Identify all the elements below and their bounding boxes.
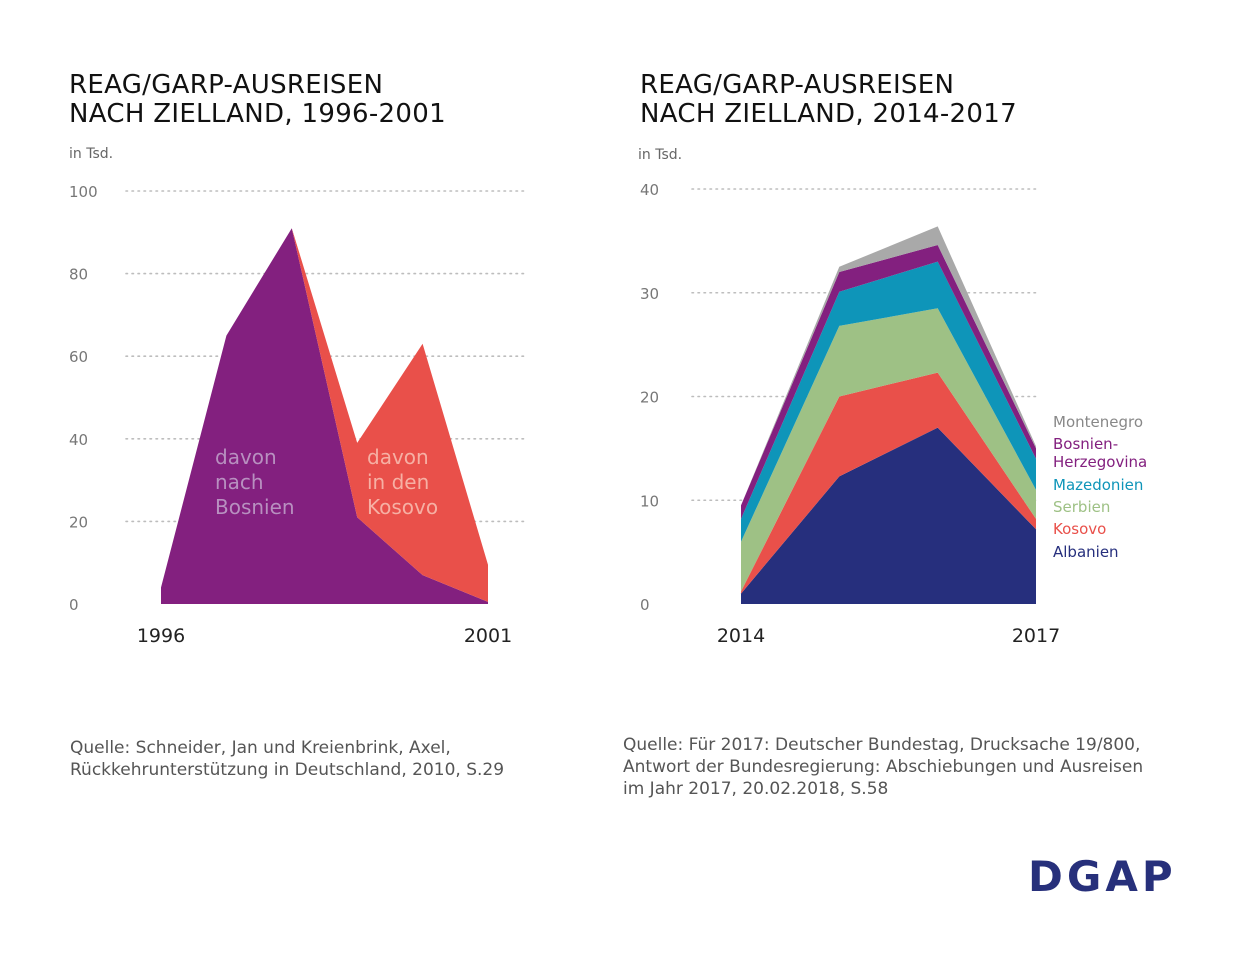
legend-label-1: Kosovo	[1053, 520, 1106, 538]
series-label-1: Kosovo	[367, 495, 438, 519]
dgap-logo: DGAP	[1028, 852, 1177, 901]
x-tick-label-start: 2014	[717, 625, 765, 647]
source-right-line1: Quelle: Für 2017: Deutscher Bundestag, D…	[623, 735, 1141, 755]
series-label-0: nach	[215, 470, 264, 494]
area-series-1	[741, 372, 1036, 594]
source-note-left: Quelle: Schneider, Jan und Kreienbrink, …	[70, 737, 504, 781]
area-series-0	[161, 228, 488, 604]
chart-title-right: REAG/GARP-AUSREISEN NACH ZIELLAND, 2014-…	[640, 71, 1017, 129]
y-tick-label: 40	[69, 431, 88, 449]
source-left-line1: Quelle: Schneider, Jan und Kreienbrink, …	[70, 738, 451, 758]
y-tick-label: 80	[69, 266, 88, 284]
area-series-3	[741, 261, 1036, 542]
chart-title-left: REAG/GARP-AUSREISEN NACH ZIELLAND, 1996-…	[69, 71, 446, 129]
legend-label-0: Albanien	[1053, 543, 1119, 561]
legend-label-4: Herzegovina	[1053, 453, 1147, 471]
series-label-0: Bosnien	[215, 495, 295, 519]
legend-label-5: Montenegro	[1053, 413, 1143, 431]
area-series-1	[161, 228, 488, 602]
y-tick-label: 20	[69, 513, 88, 531]
y-tick-label: 0	[69, 596, 79, 614]
x-tick-label-end: 2017	[1012, 625, 1060, 647]
chart-title-right-line1: REAG/GARP-AUSREISEN	[640, 70, 955, 100]
y-tick-label: 30	[640, 285, 659, 303]
y-tick-label: 20	[640, 389, 659, 407]
x-tick-label-start: 1996	[137, 625, 185, 647]
legend-label-2: Serbien	[1053, 498, 1110, 516]
series-label-1: davon	[367, 445, 429, 469]
unit-label-right: in Tsd.	[638, 147, 683, 163]
area-series-2	[741, 308, 1036, 592]
y-tick-label: 60	[69, 348, 88, 366]
series-label-0: davon	[215, 445, 277, 469]
unit-label-left: in Tsd.	[69, 146, 114, 162]
y-tick-label: 100	[69, 183, 98, 201]
x-tick-label-end: 2001	[464, 625, 512, 647]
y-tick-label: 10	[640, 492, 659, 510]
area-series-4	[741, 245, 1036, 519]
source-right-line3: im Jahr 2017, 20.02.2018, S.58	[623, 779, 889, 799]
chart-title-right-line2: NACH ZIELLAND, 2014-2017	[640, 99, 1017, 129]
area-series-0	[741, 427, 1036, 604]
legend-label-3: Mazedonien	[1053, 476, 1143, 494]
source-right-line2: Antwort der Bundesregierung: Abschiebung…	[623, 757, 1144, 777]
source-left-line2: Rückkehrunterstützung in Deutschland, 20…	[70, 760, 505, 780]
series-label-1: in den	[367, 470, 429, 494]
chart-title-left-line2: NACH ZIELLAND, 1996-2001	[69, 99, 446, 129]
y-tick-label: 40	[640, 181, 659, 199]
legend-label-4: Bosnien-	[1053, 435, 1118, 453]
y-tick-label: 0	[640, 596, 650, 614]
source-note-right: Quelle: Für 2017: Deutscher Bundestag, D…	[623, 734, 1143, 800]
chart-title-left-line1: REAG/GARP-AUSREISEN	[69, 70, 384, 100]
